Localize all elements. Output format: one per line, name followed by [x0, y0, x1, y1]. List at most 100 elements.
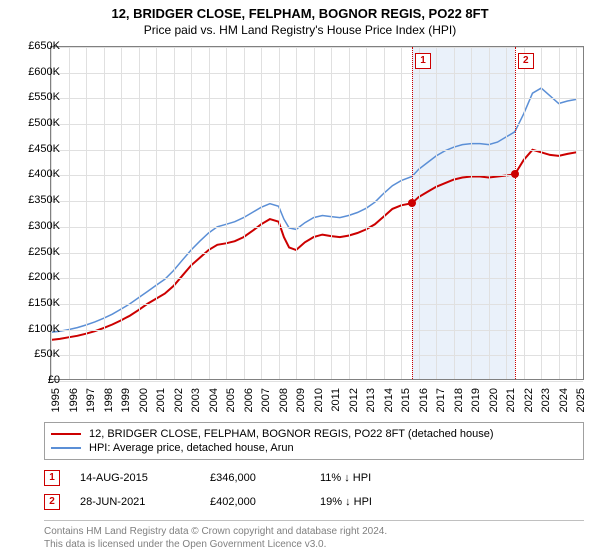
y-axis-label: £0: [16, 374, 60, 386]
gridline-v: [331, 47, 332, 379]
transactions-table: 114-AUG-2015£346,00011% ↓ HPI228-JUN-202…: [44, 466, 584, 514]
gridline-v: [506, 47, 507, 379]
x-axis-label: 2005: [225, 388, 237, 428]
x-axis-label: 2016: [418, 388, 430, 428]
x-axis-label: 1999: [120, 388, 132, 428]
x-axis-label: 2022: [523, 388, 535, 428]
x-axis-label: 2004: [208, 388, 220, 428]
gridline-v: [191, 47, 192, 379]
legend-item-price-paid: 12, BRIDGER CLOSE, FELPHAM, BOGNOR REGIS…: [51, 427, 577, 441]
y-axis-label: £200K: [16, 271, 60, 283]
x-axis-label: 2019: [470, 388, 482, 428]
gridline-v: [401, 47, 402, 379]
gridline-h: [51, 73, 583, 74]
x-axis-label: 2007: [260, 388, 272, 428]
gridline-v: [86, 47, 87, 379]
x-axis-label: 2014: [383, 388, 395, 428]
footer-line1: Contains HM Land Registry data © Crown c…: [44, 525, 584, 538]
line-svg: [51, 47, 585, 381]
gridline-h: [51, 253, 583, 254]
gridline-v: [139, 47, 140, 379]
transaction-flag: 1: [44, 470, 60, 486]
y-axis-label: £450K: [16, 143, 60, 155]
gridline-v: [436, 47, 437, 379]
gridline-v: [279, 47, 280, 379]
gridline-v: [261, 47, 262, 379]
transaction-date: 28-JUN-2021: [80, 496, 210, 508]
legend-swatch-blue: [51, 447, 81, 449]
gridline-v: [174, 47, 175, 379]
x-axis-label: 2025: [575, 388, 587, 428]
gridline-v: [384, 47, 385, 379]
x-axis-label: 1998: [103, 388, 115, 428]
x-axis-label: 2010: [313, 388, 325, 428]
x-axis-label: 2020: [488, 388, 500, 428]
gridline-v: [559, 47, 560, 379]
x-axis-label: 2017: [435, 388, 447, 428]
event-flag: 1: [415, 53, 431, 69]
gridline-h: [51, 381, 583, 382]
y-axis-label: £300K: [16, 220, 60, 232]
x-axis-label: 1997: [85, 388, 97, 428]
gridline-v: [209, 47, 210, 379]
x-axis-label: 2013: [365, 388, 377, 428]
x-axis-label: 1995: [50, 388, 62, 428]
gridline-h: [51, 175, 583, 176]
legend-item-hpi: HPI: Average price, detached house, Arun: [51, 441, 577, 455]
gridline-h: [51, 330, 583, 331]
x-axis-label: 2012: [348, 388, 360, 428]
x-axis-label: 2018: [453, 388, 465, 428]
x-axis-label: 2002: [173, 388, 185, 428]
transaction-diff: 19% ↓ HPI: [320, 496, 440, 508]
legend-label: 12, BRIDGER CLOSE, FELPHAM, BOGNOR REGIS…: [89, 428, 494, 440]
gridline-v: [366, 47, 367, 379]
gridline-h: [51, 227, 583, 228]
gridline-v: [314, 47, 315, 379]
gridline-v: [156, 47, 157, 379]
transaction-price: £346,000: [210, 472, 320, 484]
gridline-v: [524, 47, 525, 379]
gridline-v: [489, 47, 490, 379]
chart-title: 12, BRIDGER CLOSE, FELPHAM, BOGNOR REGIS…: [0, 0, 600, 21]
y-axis-label: £650K: [16, 40, 60, 52]
data-point-marker: [408, 199, 416, 207]
gridline-v: [121, 47, 122, 379]
y-axis-label: £150K: [16, 297, 60, 309]
gridline-h: [51, 124, 583, 125]
gridline-v: [541, 47, 542, 379]
transaction-row: 2 28-JUN-2021£402,00019% ↓ HPI: [44, 490, 584, 514]
x-axis-label: 2021: [505, 388, 517, 428]
y-axis-label: £50K: [16, 348, 60, 360]
gridline-v: [226, 47, 227, 379]
gridline-v: [69, 47, 70, 379]
transaction-flag: 2: [44, 494, 60, 510]
x-axis-label: 2024: [558, 388, 570, 428]
gridline-v: [454, 47, 455, 379]
x-axis-label: 2008: [278, 388, 290, 428]
gridline-h: [51, 355, 583, 356]
gridline-h: [51, 201, 583, 202]
gridline-v: [419, 47, 420, 379]
legend-swatch-red: [51, 433, 81, 435]
gridline-v: [349, 47, 350, 379]
y-axis-label: £400K: [16, 168, 60, 180]
x-axis-label: 2001: [155, 388, 167, 428]
transaction-diff: 11% ↓ HPI: [320, 472, 440, 484]
legend-label: HPI: Average price, detached house, Arun: [89, 442, 294, 454]
transaction-row: 114-AUG-2015£346,00011% ↓ HPI: [44, 466, 584, 490]
x-axis-label: 2011: [330, 388, 342, 428]
y-axis-label: £600K: [16, 66, 60, 78]
event-line: [412, 47, 413, 379]
transaction-price: £402,000: [210, 496, 320, 508]
y-axis-label: £500K: [16, 117, 60, 129]
data-point-marker: [511, 170, 519, 178]
x-axis-label: 2009: [295, 388, 307, 428]
y-axis-label: £550K: [16, 91, 60, 103]
x-axis-label: 2006: [243, 388, 255, 428]
x-axis-label: 2000: [138, 388, 150, 428]
gridline-h: [51, 304, 583, 305]
gridline-v: [576, 47, 577, 379]
event-flag: 2: [518, 53, 534, 69]
footer-line2: This data is licensed under the Open Gov…: [44, 538, 584, 551]
y-axis-label: £250K: [16, 246, 60, 258]
